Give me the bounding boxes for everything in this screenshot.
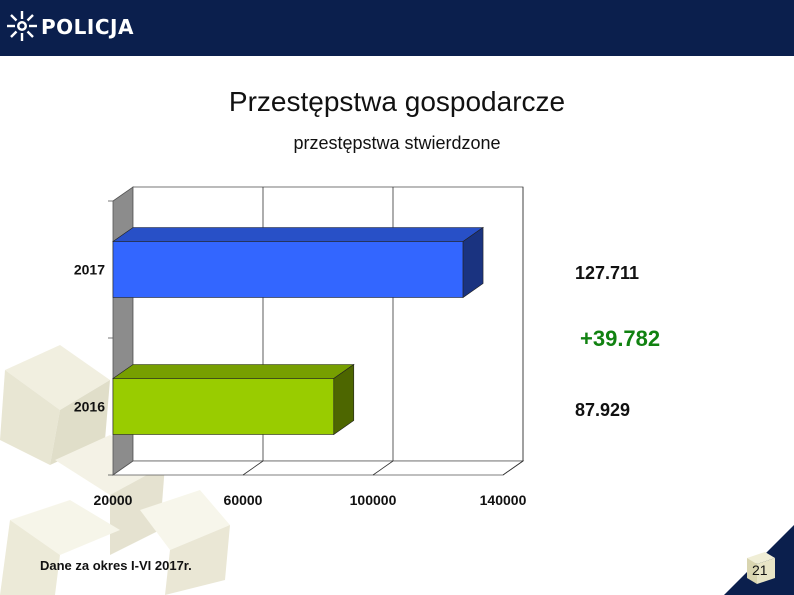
difference-label: +39.782	[580, 326, 661, 351]
footnote: Dane za okres I-VI 2017r.	[40, 558, 192, 573]
police-star-icon	[7, 11, 37, 41]
chart-subtitle: przestępstwa stwierdzone	[293, 133, 501, 153]
value-label-2017: 127.711	[575, 263, 640, 283]
category-label-2017: 2017	[74, 262, 105, 278]
page-number: 21	[752, 562, 768, 578]
value-label-2016: 87.929	[575, 400, 631, 420]
header-bar: POLICJA	[0, 0, 794, 56]
bar-end-2017	[462, 226, 484, 299]
bar-end-2016	[333, 363, 355, 436]
x-tick-label: 20000	[94, 492, 133, 508]
bar-top-2017	[112, 227, 485, 242]
floor	[111, 460, 525, 476]
gridline-floor	[242, 460, 264, 476]
bar-top-2016	[112, 364, 355, 379]
x-tick-label: 60000	[224, 492, 263, 508]
gridline-floor	[372, 460, 394, 476]
category-label-2016: 2016	[74, 399, 105, 415]
chart-title: Przestępstwa gospodarcze	[228, 86, 566, 117]
x-tick-label: 140000	[480, 492, 527, 508]
bar-2016	[112, 378, 335, 435]
page-cube-icon	[747, 552, 775, 584]
gridline-floor	[502, 460, 524, 476]
bar-2017	[112, 241, 464, 298]
x-tick-label: 100000	[350, 492, 397, 508]
brand-name: POLICJA	[41, 15, 134, 39]
